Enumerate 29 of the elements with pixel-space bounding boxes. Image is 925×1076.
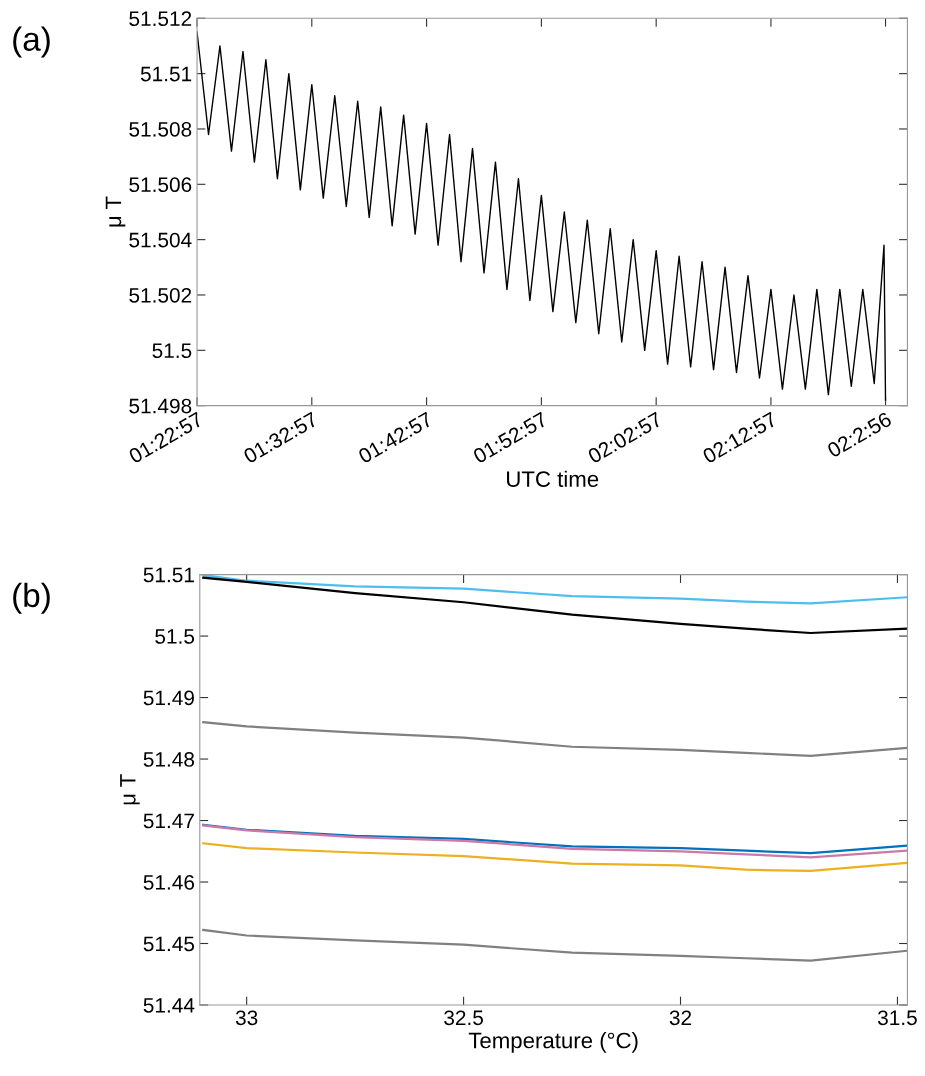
line-series [202, 928, 908, 962]
text: (b) [13, 582, 50, 614]
x-tick-label: 32 [669, 1010, 692, 1026]
x-tick-label: 33 [235, 1010, 258, 1026]
y-tick-label: 51.51 [143, 567, 194, 583]
y-tick-label: 51.49 [143, 690, 194, 706]
y-tick-label: 51.48 [143, 752, 195, 767]
y-tick-label: 51.512 [129, 11, 192, 27]
y-tick-label: 51.47 [143, 813, 194, 829]
y-tick-label: 51.498 [129, 398, 192, 414]
y-tick-label: 51.504 [129, 232, 192, 248]
x-tick-label: 31.5 [877, 1010, 917, 1026]
y-tick-label: 51.44 [143, 998, 195, 1013]
line-series [202, 842, 908, 873]
y-tick-label: 51.5 [155, 629, 195, 644]
y-tick-label: 51.45 [143, 936, 195, 952]
y-tick-label: 51.508 [129, 121, 192, 137]
y-tick-label: 51.46 [143, 875, 195, 890]
y-axis-title: μ T [120, 774, 140, 805]
text: (a) [13, 26, 50, 58]
y-tick-label: 51.51 [140, 66, 192, 82]
x-axis-title: Temperature (°C) [468, 1032, 638, 1053]
x-tick-label: 32.5 [444, 1010, 483, 1026]
y-tick-label: 51.502 [129, 287, 192, 303]
y-tick-label: 51.506 [129, 177, 192, 193]
y-tick-label: 51.5 [152, 343, 192, 359]
x-axis-title: UTC time [507, 470, 599, 487]
line-series [202, 721, 908, 758]
y-axis-title: μ T [105, 196, 126, 227]
